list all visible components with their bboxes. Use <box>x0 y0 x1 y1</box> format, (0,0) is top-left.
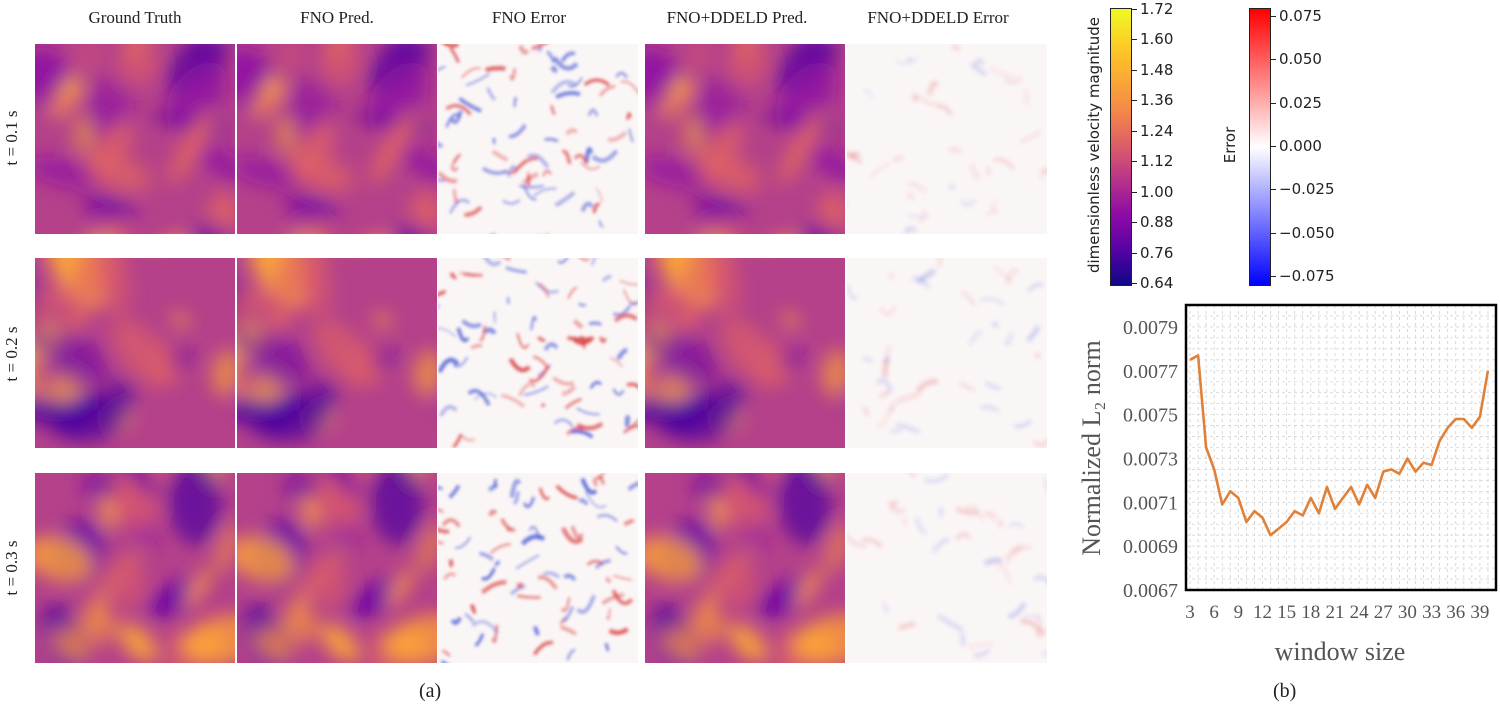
panel-b-label: (b) <box>1273 680 1297 702</box>
panel-fno-pred-row3 <box>237 473 437 663</box>
error-colorbar-tickmark <box>1271 15 1276 17</box>
panel-ddeld-error-row3 <box>847 473 1047 663</box>
y-tick-label: 0.0079 <box>1123 317 1178 339</box>
panel-ddeld-pred-row3 <box>645 473 845 663</box>
column-header-fno-pred: FNO Pred. <box>300 8 374 27</box>
panel-ground-truth-row2 <box>35 258 235 448</box>
velocity-colorbar-tickmark <box>1132 130 1137 132</box>
y-tick-label: 0.0071 <box>1123 492 1178 514</box>
velocity-colorbar-tick-label: 0.88 <box>1140 213 1174 232</box>
x-tick-label: 12 <box>1253 602 1272 623</box>
panel-ddeld-pred-row1 <box>645 44 845 234</box>
error-colorbar <box>1249 8 1271 286</box>
velocity-colorbar-tick-label: 1.36 <box>1140 91 1174 110</box>
x-tick-label: 27 <box>1374 602 1393 623</box>
x-tick-label: 15 <box>1277 602 1296 623</box>
error-colorbar-tick-label: 0.025 <box>1279 93 1322 112</box>
velocity-colorbar-tickmark <box>1132 9 1137 10</box>
velocity-colorbar <box>1110 8 1132 286</box>
x-tick-label: 33 <box>1422 602 1441 623</box>
error-colorbar-tick-label: 0.000 <box>1279 137 1322 155</box>
velocity-colorbar-tick-label: 0.64 <box>1140 274 1174 292</box>
error-colorbar-tickmark <box>1271 276 1276 278</box>
column-header-ddeld-pred: FNO+DDELD Pred. <box>666 8 808 27</box>
error-colorbar-tickmark <box>1271 189 1276 191</box>
error-colorbar-tickmark <box>1271 59 1276 61</box>
velocity-colorbar-tickmark <box>1132 39 1137 41</box>
panel-fno-error-row3 <box>438 473 638 663</box>
velocity-colorbar-tickmark <box>1132 161 1137 163</box>
velocity-colorbar-label: dimensionless velocity magnitude <box>1085 16 1103 274</box>
panel-fno-pred-row2 <box>237 258 437 448</box>
x-tick-label: 3 <box>1185 602 1195 623</box>
velocity-colorbar-tick-label: 1.60 <box>1140 30 1174 49</box>
column-header-ddeld-error: FNO+DDELD Error <box>867 8 1009 27</box>
y-tick-label: 0.0067 <box>1123 580 1178 602</box>
row-label-t01: t = 0.1 s <box>2 110 21 166</box>
velocity-colorbar-tickmark <box>1132 222 1137 224</box>
x-tick-label: 24 <box>1350 602 1370 623</box>
error-colorbar-tickmark <box>1271 146 1276 147</box>
x-tick-label: 9 <box>1234 602 1244 623</box>
velocity-colorbar-tick-label: 1.48 <box>1140 60 1174 79</box>
x-tick-label: 6 <box>1209 602 1219 623</box>
y-tick-label: 0.0069 <box>1123 536 1178 558</box>
y-axis-label: Normalized L₂ norm <box>1077 340 1106 556</box>
velocity-colorbar-tickmark <box>1132 69 1137 71</box>
panel-a-label: (a) <box>419 680 442 702</box>
column-header-fno-error: FNO Error <box>491 8 567 27</box>
panel-fno-error-row1 <box>438 44 638 234</box>
panel-fno-error-row2 <box>438 258 638 448</box>
y-tick-label: 0.0077 <box>1123 361 1178 383</box>
error-colorbar-tick-label: 0.050 <box>1279 50 1322 69</box>
velocity-colorbar-tick-label: 1.12 <box>1140 152 1174 171</box>
panel-ground-truth-row3 <box>35 473 235 663</box>
panel-ddeld-pred-row2 <box>645 258 845 448</box>
x-tick-label: 21 <box>1325 602 1344 623</box>
y-tick-label: 0.0073 <box>1123 448 1178 470</box>
x-tick-label: 36 <box>1446 602 1465 623</box>
panel-ddeld-error-row1 <box>847 44 1047 234</box>
velocity-colorbar-tickmark <box>1132 100 1137 102</box>
x-tick-label: 39 <box>1470 602 1489 623</box>
window-size-chart: 0.0079 0.0077 0.0075 0.0073 0.0071 0.0069 0.00… <box>1077 303 1498 666</box>
velocity-colorbar-tick-label: 1.72 <box>1140 0 1174 18</box>
x-tick-label: 30 <box>1398 602 1417 623</box>
velocity-colorbar-tick-label: 1.24 <box>1140 121 1174 140</box>
panel-ddeld-error-row2 <box>847 258 1047 448</box>
panel-fno-pred-row1 <box>237 44 437 234</box>
velocity-colorbar-tick-label: 1.00 <box>1140 182 1174 201</box>
error-colorbar-tick-label: −0.075 <box>1279 267 1335 286</box>
error-colorbar-tick-label: −0.025 <box>1279 180 1335 199</box>
velocity-colorbar-tickmark <box>1132 252 1137 254</box>
y-tick-label: 0.0075 <box>1123 405 1178 427</box>
l2-norm-line <box>1189 354 1490 537</box>
error-colorbar-tick-label: 0.075 <box>1279 6 1322 25</box>
error-colorbar-tickmark <box>1271 232 1276 234</box>
panel-ground-truth-row1 <box>35 44 235 234</box>
velocity-colorbar-tickmark <box>1132 191 1137 193</box>
x-tick-label: 18 <box>1301 602 1320 623</box>
column-header-ground-truth: Ground Truth <box>88 8 182 27</box>
x-axis-label: window size <box>1275 637 1406 666</box>
row-label-t02: t = 0.2 s <box>2 326 21 382</box>
error-colorbar-label: Error <box>1221 126 1239 164</box>
velocity-colorbar-tickmark <box>1132 283 1137 284</box>
velocity-colorbar-tick-label: 0.76 <box>1140 243 1174 262</box>
error-colorbar-tick-label: −0.050 <box>1279 223 1335 242</box>
row-label-t03: t = 0.3 s <box>2 540 21 596</box>
error-colorbar-tickmark <box>1271 102 1276 104</box>
